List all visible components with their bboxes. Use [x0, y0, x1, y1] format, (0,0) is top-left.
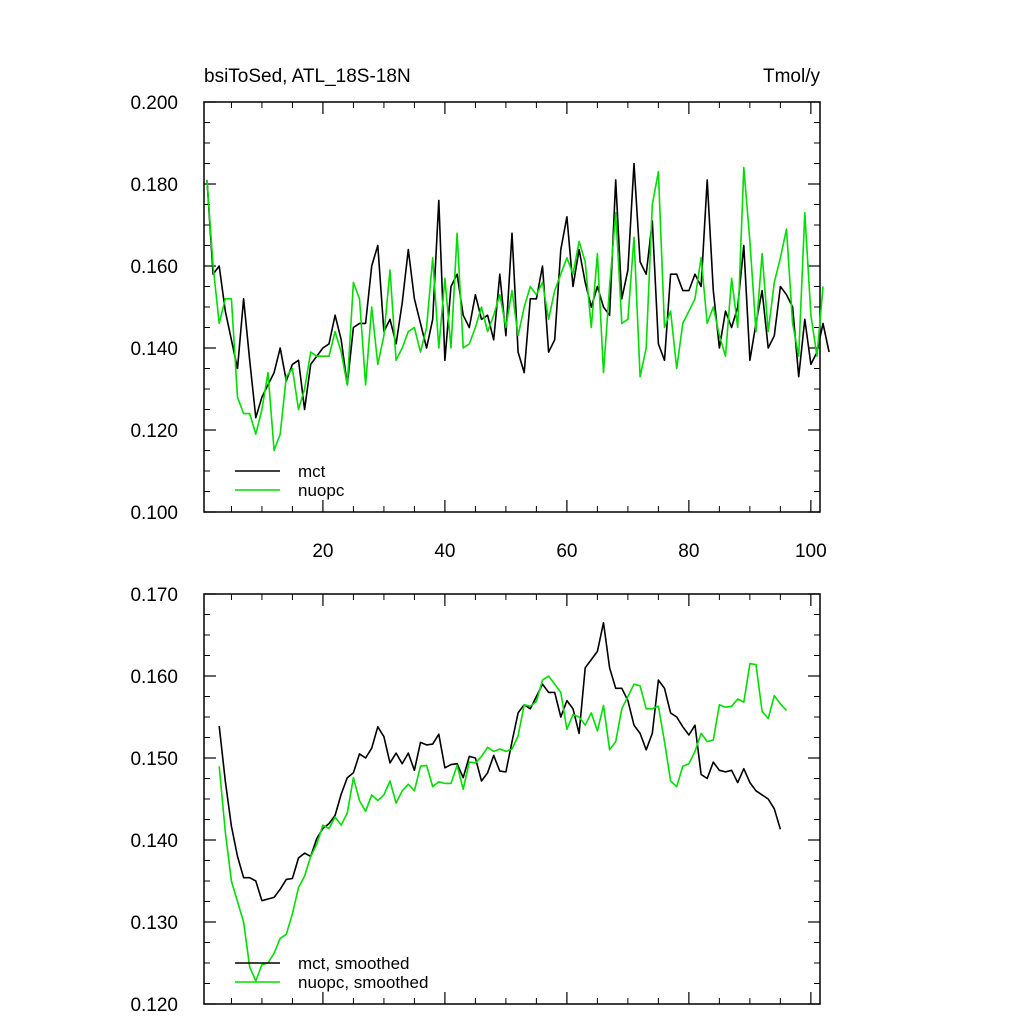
legend-label-mct-smoothed: mct, smoothed	[298, 954, 410, 973]
y-tick-label: 0.180	[130, 175, 178, 196]
axis-ticks	[204, 101, 820, 513]
x-tick-label: 80	[678, 541, 699, 562]
y-tick-label: 0.160	[130, 257, 178, 278]
y-tick-labels: 0.100 0.120 0.140 0.160 0.180 0.200	[130, 93, 178, 524]
series-line-nuopc-smoothed	[218, 662, 788, 982]
plot-frame	[203, 593, 821, 1005]
y-tick-label: 0.170	[130, 585, 178, 606]
y-tick-label: 0.100	[130, 503, 178, 524]
y-tick-label: 0.150	[130, 749, 178, 770]
series-line-mct-smoothed	[218, 621, 782, 902]
units-label: Tmol/y	[763, 66, 821, 87]
y-tick-label: 0.120	[130, 421, 178, 442]
x-tick-label: 100	[795, 541, 827, 562]
series-line-mct	[206, 162, 830, 419]
y-tick-label: 0.160	[130, 667, 178, 688]
legend: mct, smoothed nuopc, smoothed	[235, 954, 428, 992]
y-tick-label: 0.120	[130, 995, 178, 1016]
axis-ticks	[204, 593, 820, 1005]
top-panel: bsiToSed, ATL_18S-18N Tmol/y 0.1000.1200…	[130, 66, 830, 562]
legend-label-nuopc-smoothed: nuopc, smoothed	[298, 973, 428, 992]
legend-label-nuopc: nuopc	[298, 481, 345, 500]
legend-label-mct: mct	[298, 462, 326, 481]
legend: mct nuopc	[235, 462, 345, 500]
series-line-nuopc	[206, 166, 824, 452]
series-lines	[206, 162, 830, 452]
series-lines	[218, 621, 788, 982]
x-tick-label: 60	[556, 541, 577, 562]
x-tick-label: 40	[434, 541, 455, 562]
y-tick-label: 0.200	[130, 93, 178, 114]
y-tick-label: 0.130	[130, 913, 178, 934]
x-tick-label: 20	[312, 541, 333, 562]
chart-title: bsiToSed, ATL_18S-18N	[204, 66, 411, 87]
plot-frame	[203, 101, 821, 513]
x-tick-labels: 20 40 60 80 100	[312, 541, 826, 562]
y-tick-label: 0.140	[130, 339, 178, 360]
bottom-panel: 0.120 0.130 0.140 0.150 0.160 0.170 mct, smoo…	[130, 585, 821, 1016]
y-tick-labels: 0.120 0.130 0.140 0.150 0.160 0.170	[130, 585, 178, 1016]
y-tick-label: 0.140	[130, 831, 178, 852]
